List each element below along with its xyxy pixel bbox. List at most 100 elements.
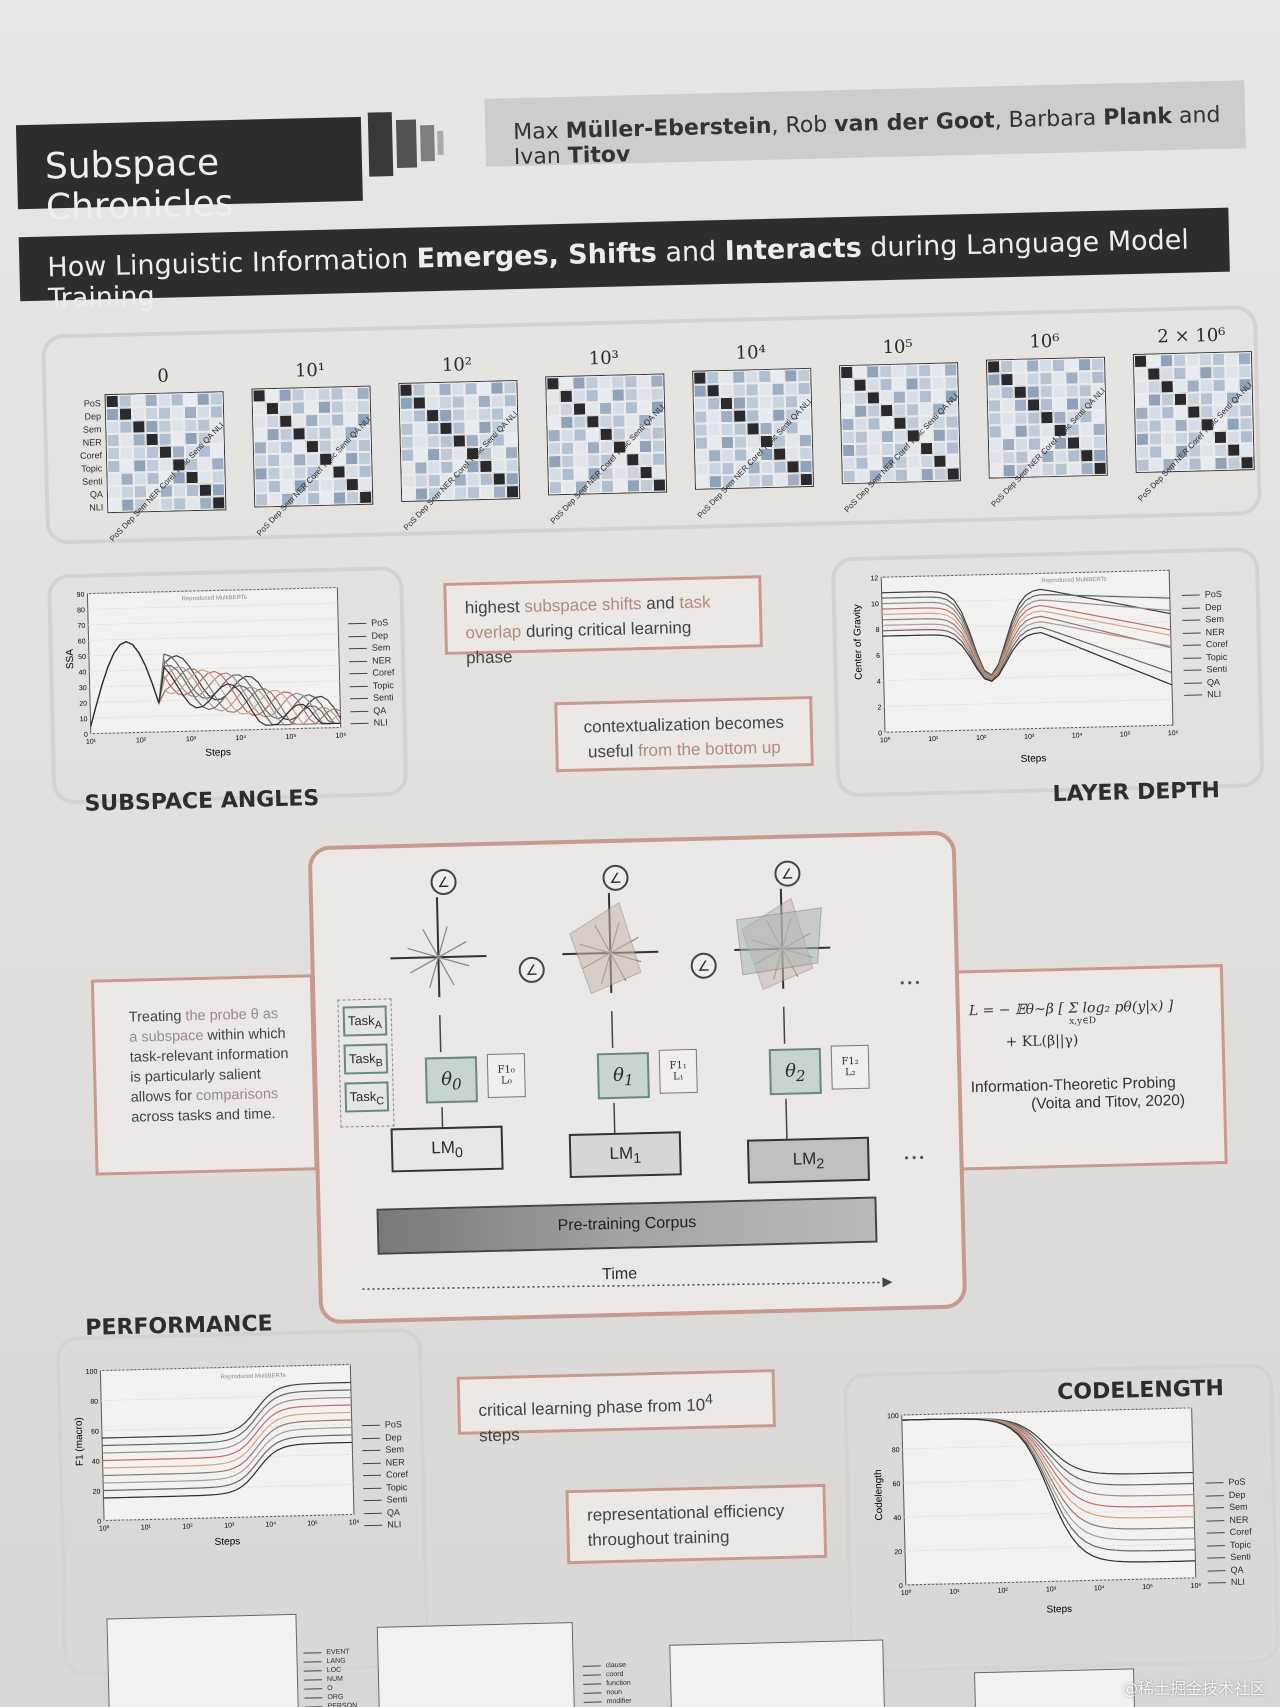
heatmap-cell [1000, 398, 1015, 413]
heatmap-grid [104, 391, 227, 514]
heatmap-cell [879, 364, 893, 379]
heatmap-cell [613, 466, 627, 481]
heatmap-cell [1161, 405, 1175, 419]
heatmap-row-label: NLI [89, 502, 104, 513]
heatmap-cell [505, 471, 519, 485]
heatmap-cell [652, 452, 666, 467]
ld-ylabel: Center of Gravity [852, 604, 865, 680]
heatmap-cell [933, 454, 947, 468]
heatmap-cell [719, 371, 733, 385]
heatmap-cell [356, 386, 370, 400]
heatmap-cell [343, 399, 358, 414]
gridline [88, 618, 339, 626]
legend-entry: Dep [362, 1431, 407, 1445]
series-line [103, 1441, 353, 1499]
heatmap-cell [425, 408, 440, 422]
time-label: Time [601, 1265, 638, 1284]
heatmap-cell [265, 388, 279, 403]
heatmap-cell [146, 458, 160, 473]
heatmap-cell [1080, 461, 1094, 476]
gridline [902, 1441, 1193, 1450]
y-tick: 10 [871, 601, 879, 608]
heatmap-cell [853, 365, 867, 379]
heatmap-cell [1067, 449, 1081, 463]
heatmap-cell [786, 447, 800, 461]
heatmap-cell [920, 467, 934, 482]
heatmap-cell [292, 414, 306, 428]
x-tick: 10⁴ [236, 735, 247, 742]
cl-ylabel: Codelength [873, 1469, 885, 1520]
heatmap-cell [332, 478, 346, 492]
legend-entry: Sem [349, 641, 394, 655]
heatmap: 10³ PoS Dep Sem NER Coref Topic Senti QA … [545, 347, 668, 526]
legend-entry: Topic [363, 1481, 408, 1495]
heatmap-title: 10⁴ [735, 342, 767, 364]
heatmap-cell [266, 427, 280, 442]
heatmap-cell [465, 433, 479, 447]
heatmap-cell [989, 451, 1003, 465]
heatmap-cell [1038, 358, 1053, 373]
legend-entry: QA [350, 704, 395, 718]
series-line [90, 641, 341, 727]
heatmap-cell [1227, 443, 1241, 457]
heatmap-cell [1091, 370, 1105, 384]
heatmap-cell [280, 466, 294, 480]
x-tick: 10¹ [86, 738, 97, 745]
legend-entry: PoS [1205, 1475, 1250, 1489]
heatmap-cell [266, 414, 280, 429]
time-arrow [362, 1281, 883, 1290]
heatmap-cell [1066, 436, 1081, 450]
heatmap-cell [1160, 366, 1174, 380]
legend-entry: Dep [1182, 600, 1227, 614]
heatmap-cell [118, 394, 132, 408]
heatmap-cell [612, 414, 626, 429]
heatmap-cell [945, 428, 959, 442]
heatmap-cell [1200, 404, 1214, 418]
heatmap-cell [797, 382, 811, 396]
gridline [883, 673, 1172, 682]
heatmap-cell [1148, 405, 1162, 420]
series-line [901, 1418, 1196, 1563]
heatmap-cell [358, 464, 372, 478]
heatmap-row-label: Dep [84, 411, 102, 422]
heatmap-cell [853, 378, 867, 392]
heatmap-cell [854, 443, 869, 457]
task-label: Task [347, 1012, 375, 1029]
bottom-chart-1-legend: EVENTLANGLOCNUMOORGPERSONPROD [303, 1647, 357, 1707]
task-label: Task [348, 1050, 376, 1067]
heatmap-cell [254, 480, 269, 494]
heatmap-cell [107, 485, 122, 500]
heatmap-cell [173, 497, 187, 511]
heatmap-cell [585, 389, 599, 403]
heatmap-cell [1148, 418, 1162, 433]
heatmap-cell [401, 487, 416, 501]
heatmap-cell [999, 359, 1014, 374]
ssa-inner-title: Reproduced MultiBERTs [182, 595, 247, 603]
task-sub: A [374, 1019, 383, 1032]
heatmap-cell [210, 444, 225, 458]
heatmap-cell [867, 417, 881, 431]
heatmap-cell [747, 474, 762, 488]
heatmap-cell [330, 387, 344, 401]
y-tick: 4 [877, 679, 881, 686]
vector-arrow [429, 957, 439, 989]
y-tick: 50 [78, 654, 86, 661]
y-tick: 60 [78, 638, 86, 645]
heatmap-row-label: PoS [83, 398, 101, 409]
heatmap-title: 10⁶ [1029, 330, 1060, 353]
heatmap-cell [797, 369, 811, 383]
heatmap-cell [920, 454, 934, 469]
heatmap-cell [637, 375, 651, 389]
heatmap-cell [946, 454, 960, 468]
heatmap-cell [479, 485, 494, 499]
heatmap-cell [745, 383, 759, 397]
heatmap-cell [196, 392, 210, 406]
heatmap-cell [1014, 437, 1029, 451]
author-sep: and [1171, 102, 1221, 129]
x-tick: 10⁴ [265, 1521, 276, 1528]
x-tick: 10² [182, 1523, 193, 1530]
